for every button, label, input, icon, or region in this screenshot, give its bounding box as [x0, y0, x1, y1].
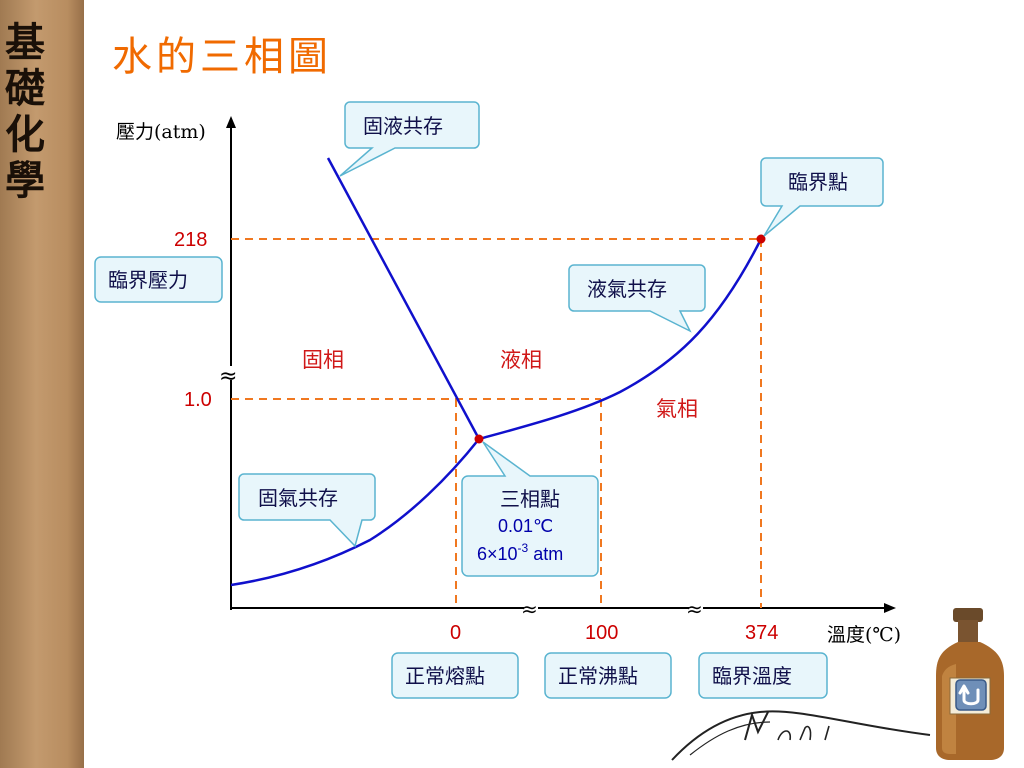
return-button[interactable]: [955, 679, 987, 711]
triple-point-pressure-base: 6×10: [477, 544, 518, 564]
x-axis-arrow: [884, 603, 896, 613]
return-button-frame[interactable]: [955, 679, 987, 711]
slide-title: 水的三相圖: [112, 34, 332, 80]
solid-liquid-callout-text: 固液共存: [363, 114, 443, 138]
y-axis-arrow: [226, 116, 236, 128]
sidebar-char: 學: [5, 157, 45, 204]
tick-374: 374: [745, 622, 778, 644]
tick-1-0: 1.0: [184, 389, 212, 411]
sidebar-decoration: [0, 0, 90, 768]
liquid-gas-callout-text: 液氣共存: [587, 277, 667, 301]
critical-point-marker: [756, 234, 766, 244]
normal-melting-callout: [391, 652, 519, 699]
normal-boiling-callout: [544, 652, 672, 699]
sidebar-char: 化: [5, 111, 45, 158]
critical-pressure-callout: [94, 256, 223, 303]
liquid-region-label: 液相: [500, 348, 542, 372]
y-axis-break-symbol: ≈: [219, 364, 237, 389]
triple-point-pressure-unit: atm: [528, 544, 563, 564]
fusion-curve: [326, 157, 481, 440]
sidebar-edge: [84, 0, 90, 768]
sublimation-curve: [230, 438, 480, 587]
normal-melting-callout-text: 正常熔點: [405, 664, 485, 688]
critical-temperature-callout: [698, 652, 828, 699]
tick-100: 100: [585, 622, 618, 644]
y-axis-break-gap: [223, 366, 239, 380]
normal-boiling-callout-text: 正常沸點: [558, 664, 638, 688]
solid-gas-callout: [238, 473, 376, 548]
solid-region-label: 固相: [302, 348, 344, 372]
triple-point-callout: [461, 441, 599, 577]
triple-point-marker: [474, 434, 484, 444]
sidebar-char: 基: [5, 19, 45, 66]
x-axis-break-gap-1: [524, 600, 538, 616]
x-axis-label: 溫度(℃): [827, 624, 901, 646]
critical-point-callout: [760, 157, 884, 237]
vaporization-curve: [478, 238, 763, 441]
return-arrow-icon: [958, 684, 980, 706]
solid-gas-callout-text: 固氣共存: [258, 486, 338, 510]
x-axis-break-gap-2: [689, 600, 703, 616]
x-axis-break-symbol-2: ≈: [686, 597, 703, 621]
tick-0: 0: [450, 622, 461, 644]
triple-point-pressure: 6×10-3 atm: [477, 541, 563, 564]
critical-pressure-callout-text: 臨界壓力: [108, 268, 188, 292]
solid-liquid-callout: [339, 101, 480, 177]
signature-logo: [671, 710, 931, 761]
sidebar-char: 礎: [5, 65, 45, 112]
sidebar-title: 基 礎 化 學: [2, 20, 48, 204]
tick-218: 218: [174, 229, 207, 251]
critical-temperature-callout-text: 臨界溫度: [712, 664, 792, 688]
liquid-gas-callout: [568, 264, 706, 333]
critical-point-callout-text: 臨界點: [788, 170, 848, 194]
triple-point-title: 三相點: [500, 487, 560, 511]
x-axis-break-symbol-1: ≈: [521, 597, 538, 621]
gas-region-label: 氣相: [656, 397, 698, 421]
y-axis-label: 壓力(atm): [116, 121, 206, 143]
triple-point-temperature: 0.01℃: [498, 516, 553, 536]
triple-point-pressure-exponent: -3: [518, 541, 529, 555]
